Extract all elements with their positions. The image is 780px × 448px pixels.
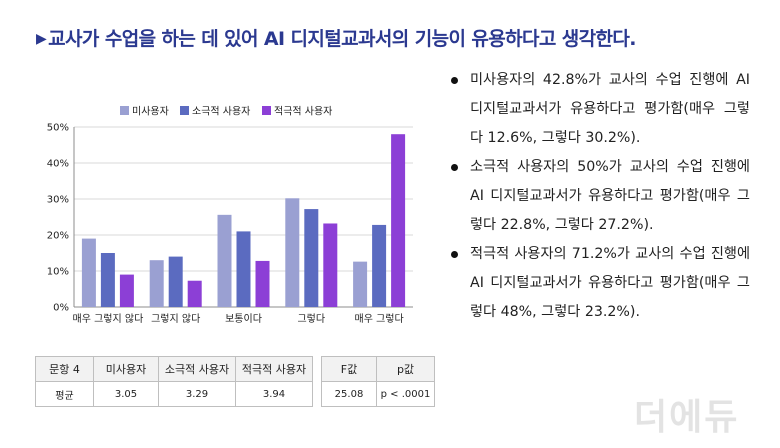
bar	[168, 256, 183, 307]
table-cell: 25.08	[321, 381, 377, 407]
bar	[187, 280, 202, 307]
y-tick-label: 40%	[47, 159, 69, 170]
bullet-icon	[451, 164, 458, 171]
table-cell: 3.05	[93, 381, 159, 407]
bar	[323, 223, 338, 307]
table-cell: 3.94	[235, 381, 313, 407]
bullet-icon	[451, 251, 458, 258]
bar	[372, 224, 387, 307]
f-test-table: F값 p값 25.08 p < .0001	[321, 356, 435, 407]
legend-label: 적극적 사용자	[274, 106, 332, 118]
bullet-icon	[451, 77, 458, 84]
legend-label: 소극적 사용자	[192, 106, 250, 118]
x-tick-label: 보통이다	[225, 313, 262, 325]
list-item: 적극적 사용자의 71.2%가 교사의 수업 진행에 AI 디지털교과서가 유용…	[450, 240, 750, 327]
table-header-cell: 문항 4	[35, 356, 94, 382]
bar	[353, 261, 368, 307]
bar	[304, 209, 319, 307]
x-tick-label: 그렇지 않다	[151, 312, 200, 325]
y-tick-label: 10%	[47, 267, 69, 278]
bar	[81, 238, 96, 307]
table-header-cell: p값	[376, 356, 435, 382]
bar	[255, 260, 270, 307]
list-item-text: 소극적 사용자의 50%가 교사의 수업 진행에 AI 디지털교과서가 유용하다…	[470, 159, 750, 233]
bar	[217, 214, 232, 307]
chart-x-labels: 매우 그렇지 않다 그렇지 않다 보통이다 그렇다 매우 그렇다	[73, 312, 404, 325]
bar	[391, 134, 406, 307]
bar	[149, 260, 164, 307]
y-tick-label: 50%	[47, 123, 69, 134]
table-header-cell: F값	[321, 356, 377, 382]
list-item-text: 미사용자의 42.8%가 교사의 수업 진행에 AI 디지털교과서가 유용하다고…	[470, 72, 750, 146]
list-item-text: 적극적 사용자의 71.2%가 교사의 수업 진행에 AI 디지털교과서가 유용…	[470, 246, 750, 320]
legend-swatch	[120, 106, 129, 115]
mean-score-table: 문항 4 미사용자 소극적 사용자 적극적 사용자 평균 3.05 3.29 3…	[35, 356, 313, 407]
findings-list: 미사용자의 42.8%가 교사의 수업 진행에 AI 디지털교과서가 유용하다고…	[450, 66, 750, 327]
x-tick-label: 매우 그렇지 않다	[73, 312, 144, 325]
watermark-logo: 더에듀	[634, 397, 740, 438]
legend-label: 미사용자	[132, 106, 169, 118]
y-tick-label: 20%	[47, 231, 69, 242]
table-header-cell: 미사용자	[93, 356, 159, 382]
triangle-marker-icon: ▶	[36, 31, 47, 47]
legend-swatch	[262, 106, 271, 115]
bar	[236, 231, 251, 307]
page-title-text: 교사가 수업을 하는 데 있어 AI 디지털교과서의 기능이 유용하다고 생각한…	[48, 28, 636, 50]
table-header-cell: 적극적 사용자	[235, 356, 313, 382]
table-cell: 평균	[35, 381, 94, 407]
list-item: 소극적 사용자의 50%가 교사의 수업 진행에 AI 디지털교과서가 유용하다…	[450, 153, 750, 240]
legend-swatch	[180, 106, 189, 115]
y-tick-label: 30%	[47, 195, 69, 206]
table-header-cell: 소극적 사용자	[158, 356, 236, 382]
table-cell: 3.29	[158, 381, 236, 407]
x-tick-label: 매우 그렇다	[355, 312, 404, 325]
bar	[119, 274, 134, 307]
chart-bars	[81, 134, 406, 307]
bar	[100, 253, 115, 307]
page-title: ▶ 교사가 수업을 하는 데 있어 AI 디지털교과서의 기능이 유용하다고 생각…	[36, 24, 637, 51]
bar-chart: 미사용자 소극적 사용자 적극적 사용자 0% 10% 20% 30% 40% 50% 매우 …	[47, 106, 413, 325]
list-item: 미사용자의 42.8%가 교사의 수업 진행에 AI 디지털교과서가 유용하다고…	[450, 66, 750, 153]
y-tick-label: 0%	[53, 303, 69, 314]
table-cell: p < .0001	[376, 381, 435, 407]
x-tick-label: 그렇다	[297, 312, 325, 325]
chart-legend: 미사용자 소극적 사용자 적극적 사용자	[120, 106, 332, 118]
bar	[285, 198, 300, 307]
